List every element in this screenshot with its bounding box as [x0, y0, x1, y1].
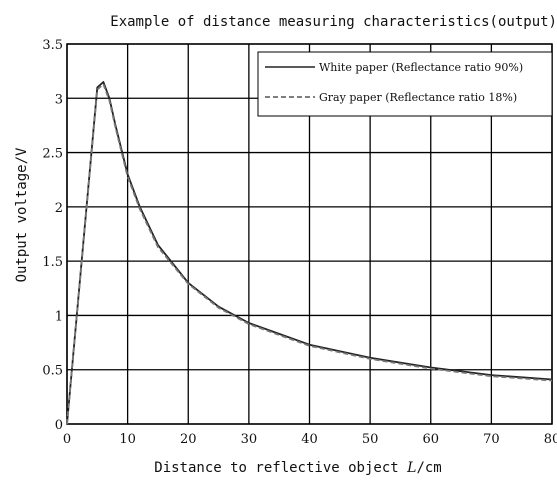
plot-frame — [66, 43, 553, 425]
legend-entry-white: White paper (Reflectance ratio 90%) — [319, 61, 523, 74]
x-tick-label: 50 — [362, 432, 379, 447]
legend-entry-gray: Gray paper (Reflectance ratio 18%) — [319, 91, 517, 104]
x-tick-label: 60 — [422, 432, 439, 447]
x-tick-label: 30 — [241, 432, 258, 447]
x-tick-label: 40 — [301, 432, 318, 447]
legend: White paper (Reflectance ratio 90%) Gray… — [257, 51, 553, 117]
chart-title: Example of distance measuring characteri… — [110, 14, 557, 30]
series-group — [66, 81, 553, 425]
y-tick-label: 3.5 — [42, 38, 63, 53]
y-tick-label: 2 — [55, 201, 63, 216]
y-tick-label: 2.5 — [42, 147, 63, 162]
x-tick-label: 0 — [63, 432, 71, 447]
x-axis-title-unit: /cm — [416, 460, 441, 476]
x-axis-title-prefix: Distance to reflective object — [154, 460, 407, 476]
x-axis-title-var: L — [406, 460, 416, 476]
y-tick-label: 3 — [55, 92, 63, 107]
y-axis-title: Output voltage/V — [14, 147, 30, 282]
series-line-1 — [66, 83, 553, 425]
x-tick-labels: 0 10 20 30 40 50 60 70 80 — [63, 432, 557, 447]
y-tick-label: 1 — [55, 309, 63, 324]
y-tick-label: 0.5 — [42, 364, 63, 379]
x-tick-label: 10 — [119, 432, 136, 447]
x-tick-label: 20 — [180, 432, 197, 447]
y-tick-labels: 0 0.5 1 1.5 2 2.5 3 3.5 — [42, 38, 63, 433]
legend-box — [257, 51, 553, 117]
y-tick-label: 0 — [55, 418, 63, 433]
y-tick-label: 1.5 — [42, 255, 63, 270]
x-tick-label: 70 — [483, 432, 500, 447]
x-axis-title: Distance to reflective object L/cm — [154, 460, 441, 476]
x-tick-label: 80 — [544, 432, 557, 447]
